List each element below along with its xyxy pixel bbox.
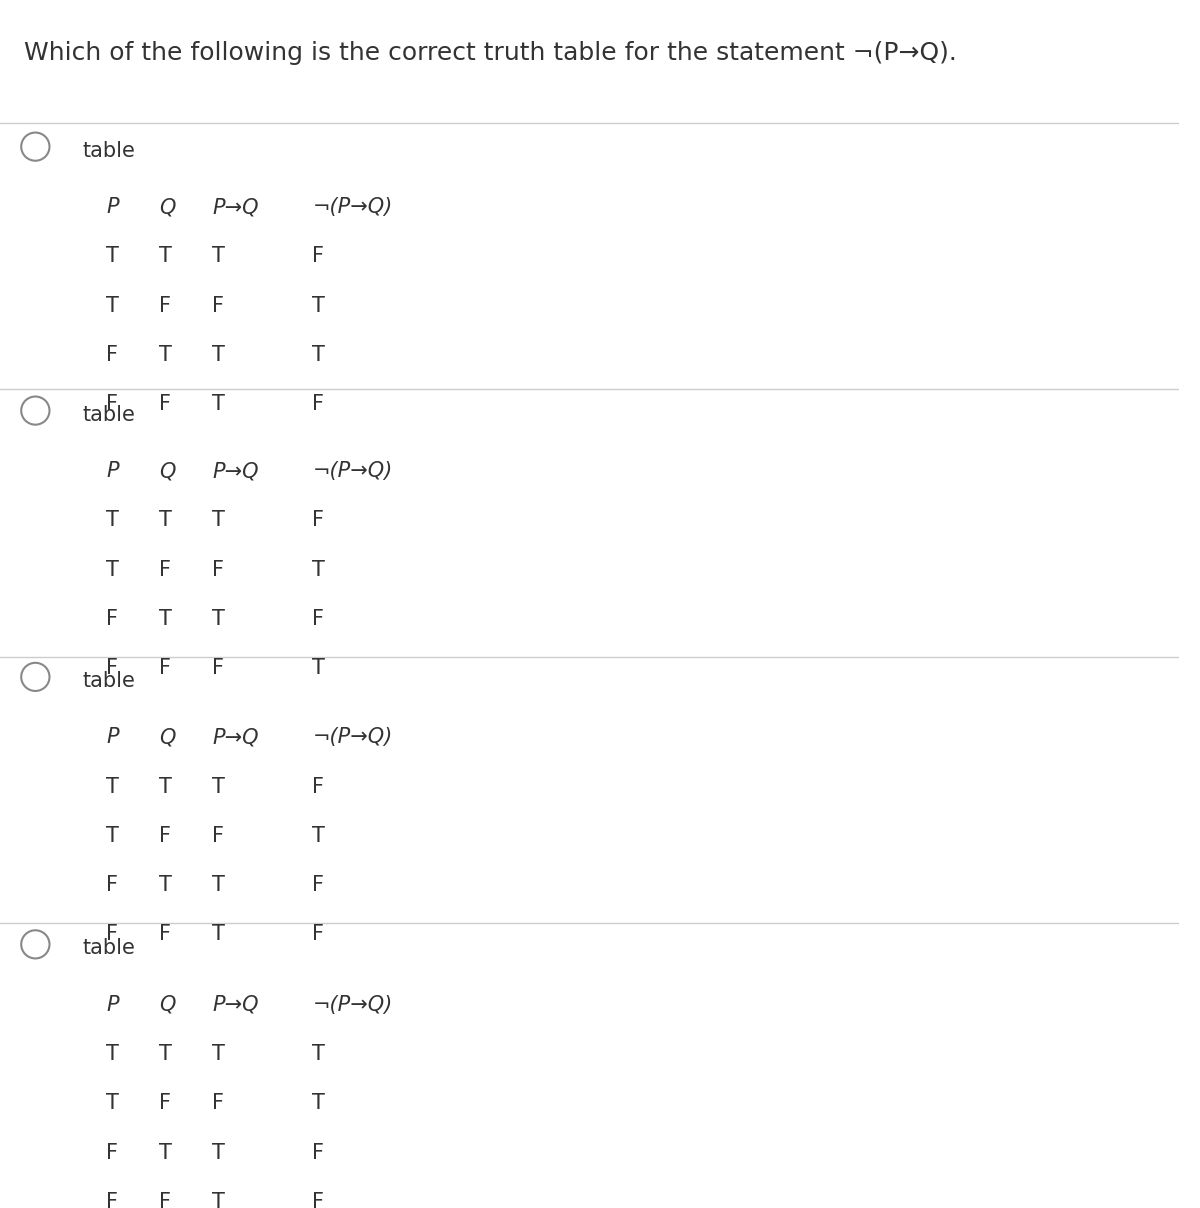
Text: Q: Q	[160, 197, 175, 217]
Text: Q: Q	[160, 727, 175, 748]
Text: T: T	[212, 1192, 226, 1208]
Text: T: T	[106, 1044, 119, 1064]
Text: T: T	[160, 609, 172, 629]
Text: T: T	[160, 510, 172, 530]
Text: Q: Q	[160, 461, 175, 481]
Text: ¬(P→Q): ¬(P→Q)	[312, 461, 392, 481]
Text: F: F	[212, 1093, 224, 1114]
Text: T: T	[212, 1044, 226, 1064]
Text: F: F	[160, 924, 172, 945]
Text: T: T	[212, 609, 226, 629]
Text: T: T	[106, 777, 119, 796]
Text: table: table	[83, 141, 136, 161]
Text: F: F	[212, 826, 224, 846]
Text: F: F	[106, 394, 118, 414]
Text: P: P	[106, 197, 119, 217]
Text: F: F	[106, 1192, 118, 1208]
Text: table: table	[83, 670, 136, 691]
Text: F: F	[160, 394, 172, 414]
Text: F: F	[160, 1093, 172, 1114]
Text: T: T	[312, 345, 325, 365]
Text: F: F	[312, 609, 324, 629]
Text: F: F	[212, 296, 224, 315]
Text: Which of the following is the correct truth table for the statement ¬(P→Q).: Which of the following is the correct tr…	[24, 41, 956, 65]
Text: F: F	[106, 345, 118, 365]
Text: Q: Q	[160, 995, 175, 1015]
Text: T: T	[212, 246, 226, 266]
Text: F: F	[106, 924, 118, 945]
Text: F: F	[106, 875, 118, 895]
Text: T: T	[106, 559, 119, 580]
Text: T: T	[212, 875, 226, 895]
Text: T: T	[160, 1143, 172, 1162]
Text: T: T	[212, 394, 226, 414]
Text: F: F	[312, 510, 324, 530]
Text: T: T	[106, 826, 119, 846]
Text: ¬(P→Q): ¬(P→Q)	[312, 197, 392, 217]
Text: F: F	[312, 875, 324, 895]
Text: F: F	[312, 1192, 324, 1208]
Text: T: T	[212, 777, 226, 796]
Text: F: F	[312, 924, 324, 945]
Text: F: F	[160, 658, 172, 678]
Text: P→Q: P→Q	[212, 995, 259, 1015]
Text: P→Q: P→Q	[212, 727, 259, 748]
Text: T: T	[312, 658, 325, 678]
Text: F: F	[106, 1143, 118, 1162]
Text: P: P	[106, 461, 119, 481]
Text: F: F	[312, 246, 324, 266]
Text: F: F	[160, 559, 172, 580]
Text: T: T	[212, 924, 226, 945]
Text: F: F	[106, 658, 118, 678]
Text: F: F	[212, 559, 224, 580]
Text: ¬(P→Q): ¬(P→Q)	[312, 995, 392, 1015]
Text: T: T	[106, 1093, 119, 1114]
Text: P→Q: P→Q	[212, 197, 259, 217]
Text: F: F	[106, 609, 118, 629]
Text: T: T	[212, 510, 226, 530]
Text: T: T	[160, 246, 172, 266]
Text: T: T	[212, 345, 226, 365]
Text: F: F	[160, 826, 172, 846]
Text: P: P	[106, 995, 119, 1015]
Text: T: T	[312, 296, 325, 315]
Text: F: F	[312, 394, 324, 414]
Text: F: F	[312, 1143, 324, 1162]
Text: T: T	[106, 296, 119, 315]
Text: T: T	[160, 1044, 172, 1064]
Text: T: T	[106, 510, 119, 530]
Text: T: T	[160, 345, 172, 365]
Text: T: T	[312, 1044, 325, 1064]
Text: table: table	[83, 939, 136, 958]
Text: F: F	[212, 658, 224, 678]
Text: F: F	[160, 1192, 172, 1208]
Text: T: T	[312, 826, 325, 846]
Text: F: F	[160, 296, 172, 315]
Text: P: P	[106, 727, 119, 748]
Text: ¬(P→Q): ¬(P→Q)	[312, 727, 392, 748]
Text: T: T	[160, 875, 172, 895]
Text: T: T	[160, 777, 172, 796]
Text: T: T	[312, 1093, 325, 1114]
Text: T: T	[312, 559, 325, 580]
Text: table: table	[83, 405, 136, 425]
Text: P→Q: P→Q	[212, 461, 259, 481]
Text: T: T	[212, 1143, 226, 1162]
Text: T: T	[106, 246, 119, 266]
Text: F: F	[312, 777, 324, 796]
